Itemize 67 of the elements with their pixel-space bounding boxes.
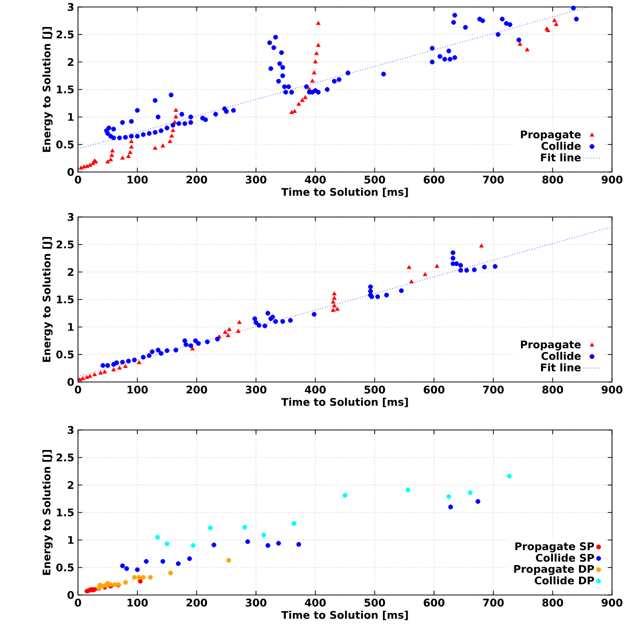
x-tick-label: 400 bbox=[304, 598, 326, 607]
y-tick-label: 2 bbox=[68, 481, 74, 489]
x-tick-label: 500 bbox=[364, 176, 386, 184]
legend-label: Collide SP bbox=[536, 554, 594, 562]
legend-label: Collide DP bbox=[534, 576, 594, 584]
y-tick-label: 3 bbox=[68, 213, 74, 221]
y-tick-label: 0.5 bbox=[56, 350, 74, 358]
legend-label: Propagate bbox=[520, 340, 581, 351]
legend-label: Propagate SP bbox=[515, 542, 594, 552]
x-tick-label: 800 bbox=[542, 598, 564, 607]
x-tick-label: 900 bbox=[602, 386, 622, 394]
legend-label: Propagate DP bbox=[514, 565, 594, 576]
x-tick-label: 200 bbox=[186, 386, 208, 394]
y-axis-title: Energy to Solution [J] bbox=[42, 450, 53, 575]
y-tick-label: 0 bbox=[68, 168, 74, 176]
y-tick-label: 2 bbox=[68, 268, 74, 276]
x-tick-label: 600 bbox=[424, 176, 444, 184]
y-tick-label: 0 bbox=[68, 591, 74, 599]
x-axis-title: Time to Solution [ms] bbox=[281, 188, 408, 198]
x-tick-label: 500 bbox=[364, 386, 386, 394]
x-tick-label: 0 bbox=[74, 598, 82, 607]
x-axis-title: Time to Solution [ms] bbox=[281, 610, 408, 620]
x-tick-label: 100 bbox=[128, 386, 148, 394]
x-tick-label: 300 bbox=[246, 598, 266, 607]
y-tick-label: 3 bbox=[68, 426, 74, 434]
x-tick-label: 900 bbox=[602, 176, 622, 184]
y-tick-label: 1 bbox=[68, 113, 74, 121]
y-tick-label: 1.5 bbox=[56, 508, 74, 516]
x-tick-label: 0 bbox=[74, 386, 82, 394]
y-tick-label: 0.5 bbox=[56, 564, 74, 572]
x-tick-label: 100 bbox=[128, 176, 148, 184]
x-tick-label: 700 bbox=[483, 176, 504, 184]
x-tick-label: 500 bbox=[364, 598, 386, 607]
y-axis-title: Energy to Solution [J] bbox=[42, 237, 53, 362]
legend-label: Fit line bbox=[541, 363, 581, 372]
x-tick-label: 600 bbox=[424, 386, 444, 394]
x-tick-label: 600 bbox=[424, 598, 444, 607]
x-tick-label: 200 bbox=[186, 176, 208, 184]
x-tick-label: 400 bbox=[304, 176, 326, 184]
y-tick-label: 3 bbox=[68, 3, 74, 11]
legend-label: Collide bbox=[542, 352, 581, 360]
x-tick-label: 700 bbox=[483, 598, 504, 607]
x-tick-label: 300 bbox=[246, 386, 266, 394]
y-tick-label: 0.5 bbox=[56, 140, 74, 148]
y-tick-label: 2.5 bbox=[56, 30, 74, 38]
x-axis-title: Time to Solution [ms] bbox=[281, 398, 408, 408]
y-tick-label: 2 bbox=[68, 58, 74, 66]
y-tick-label: 2.5 bbox=[56, 240, 74, 248]
y-axis-title: Energy to Solution [J] bbox=[42, 27, 53, 152]
legend-label: Collide bbox=[542, 142, 581, 150]
x-tick-label: 700 bbox=[483, 386, 504, 394]
x-tick-label: 100 bbox=[128, 598, 148, 607]
x-tick-label: 0 bbox=[74, 176, 82, 184]
legend-label: Fit line bbox=[541, 153, 581, 162]
y-tick-label: 1.5 bbox=[56, 86, 74, 94]
y-tick-label: 0 bbox=[68, 378, 74, 386]
x-tick-label: 900 bbox=[602, 598, 622, 607]
x-tick-label: 300 bbox=[246, 176, 266, 184]
x-tick-label: 200 bbox=[186, 598, 208, 607]
y-tick-label: 1.5 bbox=[56, 296, 74, 304]
x-tick-label: 800 bbox=[542, 176, 564, 184]
x-tick-label: 400 bbox=[304, 386, 326, 394]
y-tick-label: 1 bbox=[68, 536, 74, 544]
x-tick-label: 800 bbox=[542, 386, 564, 394]
y-tick-label: 2.5 bbox=[56, 454, 74, 462]
legend-label: Propagate bbox=[520, 130, 581, 141]
y-tick-label: 1 bbox=[68, 323, 74, 331]
